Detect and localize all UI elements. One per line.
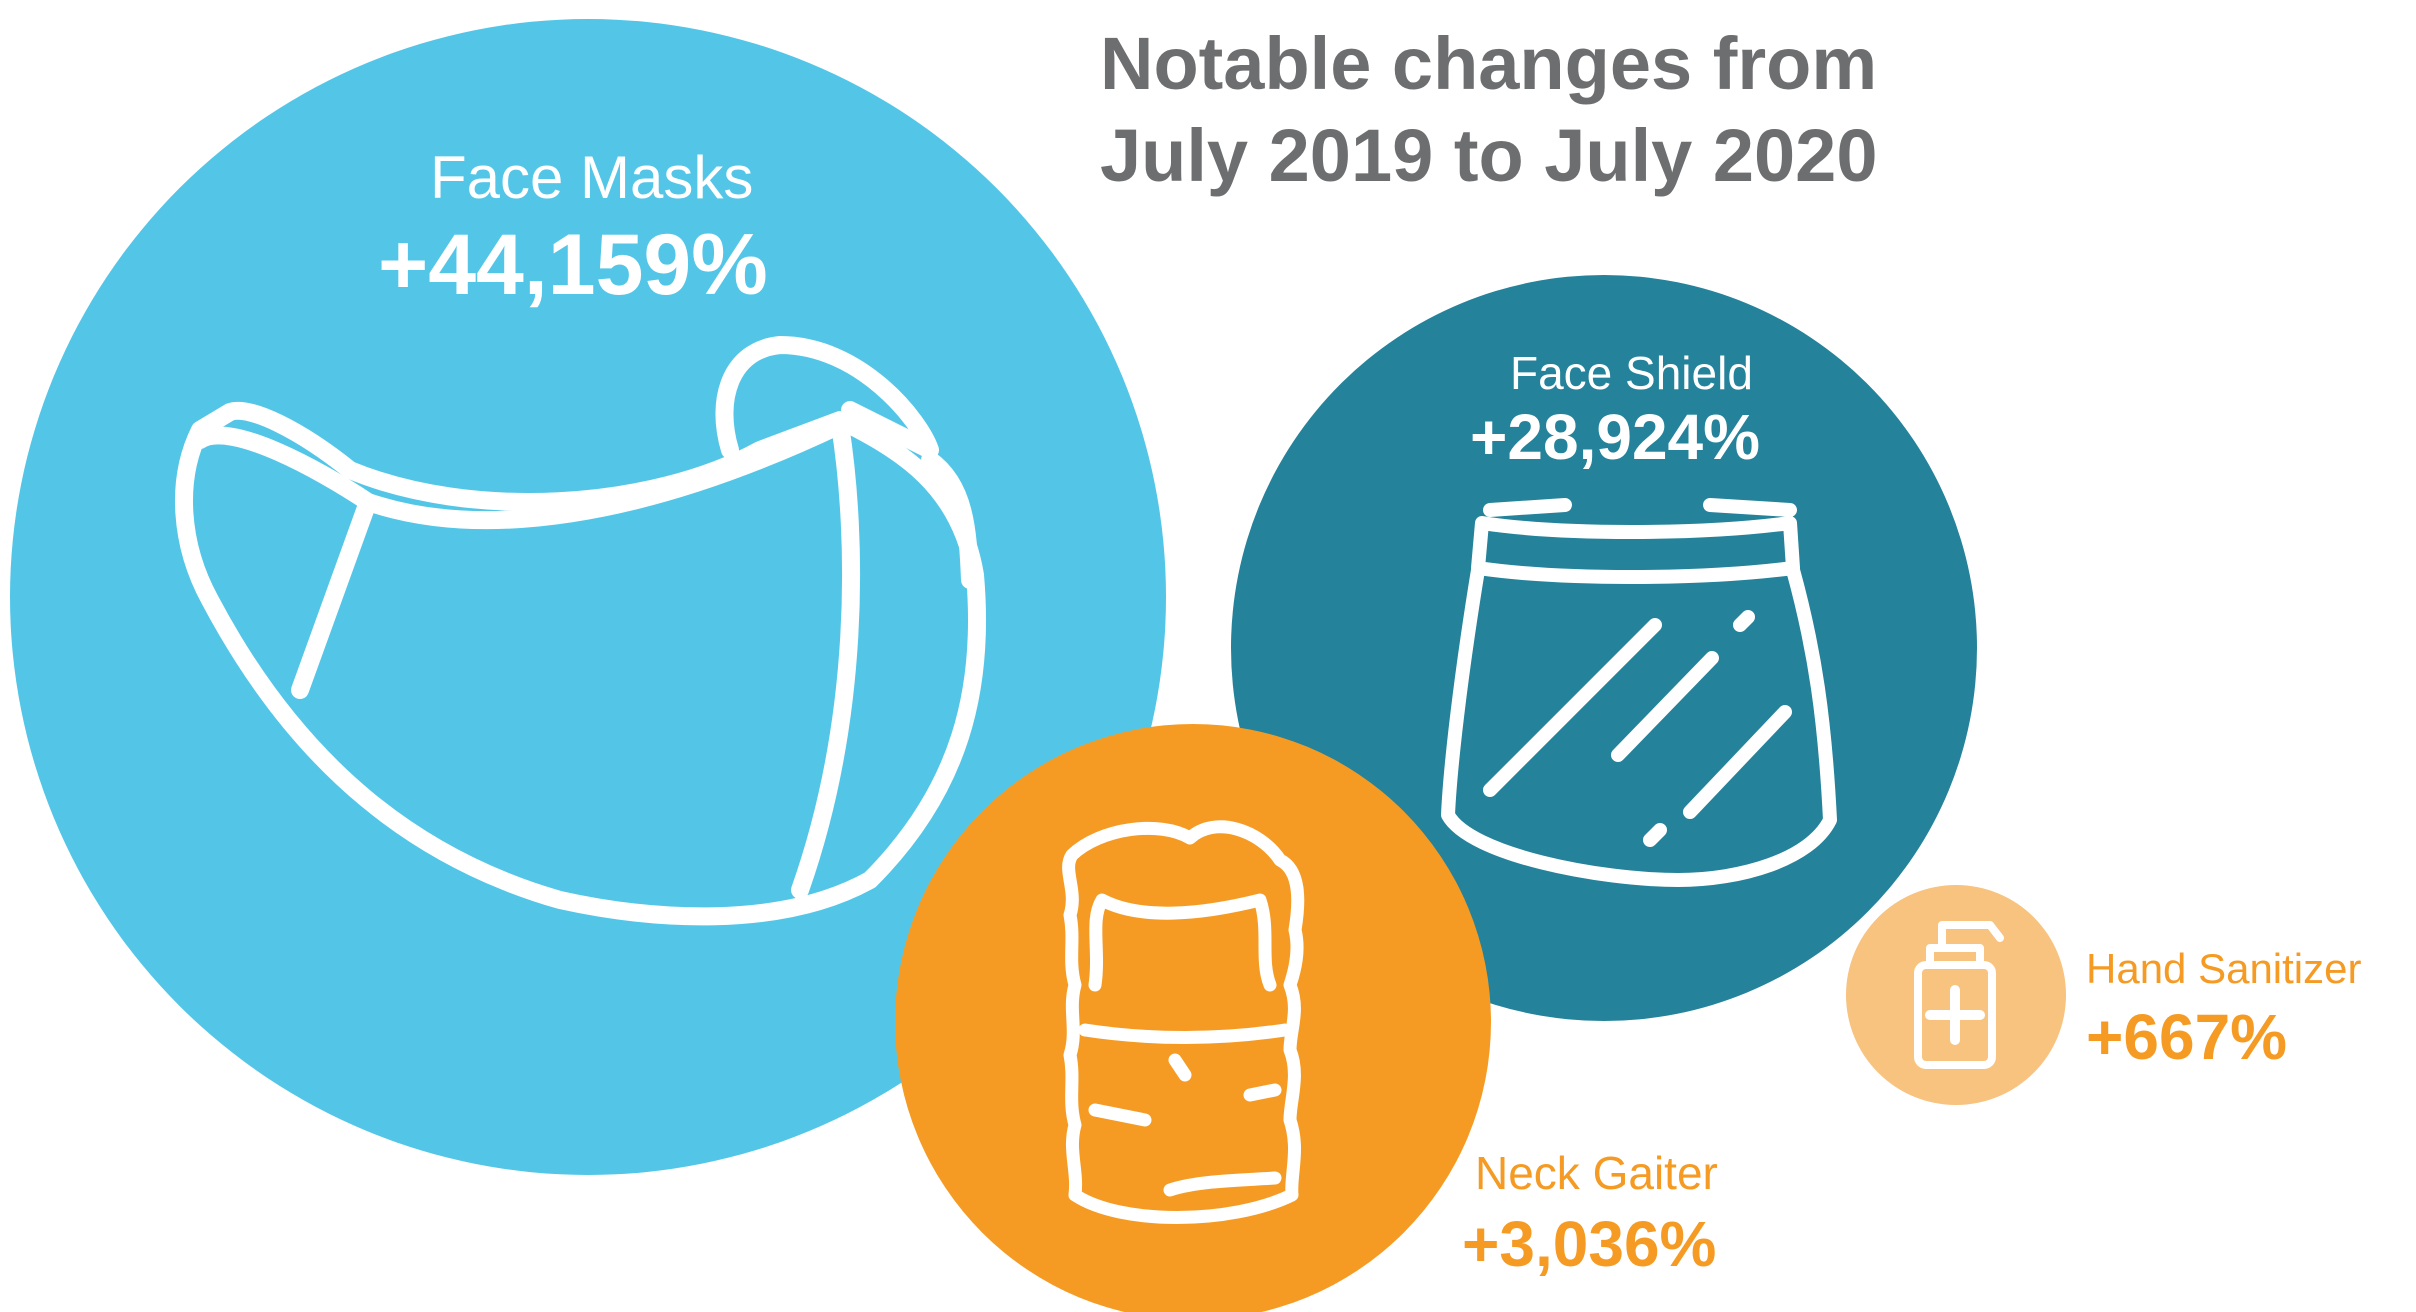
title-line-2: July 2019 to July 2020 (1100, 114, 1878, 197)
face-masks-circle (10, 19, 1166, 1175)
hand-sanitizer-icon (1914, 921, 2004, 1069)
face-mask-icon (174, 336, 987, 926)
face-shield-change: +28,924% (1470, 401, 1761, 473)
title-line-1: Notable changes from (1100, 22, 1878, 105)
hand-sanitizer-label: Hand Sanitizer (2086, 945, 2362, 992)
face-shield-icon (1441, 498, 1837, 887)
neck-gaiter-change: +3,036% (1462, 1208, 1717, 1280)
neck-gaiter-circle (895, 724, 1491, 1312)
face-masks-change: +44,159% (378, 217, 768, 313)
neck-gaiter-icon (1062, 820, 1305, 1224)
hand-sanitizer-change: +667% (2086, 1001, 2288, 1073)
face-shield-label: Face Shield (1510, 347, 1753, 399)
face-masks-label: Face Masks (430, 144, 754, 211)
neck-gaiter-label: Neck Gaiter (1475, 1147, 1718, 1199)
chart-title: Notable changes from July 2019 to July 2… (1100, 18, 1877, 202)
